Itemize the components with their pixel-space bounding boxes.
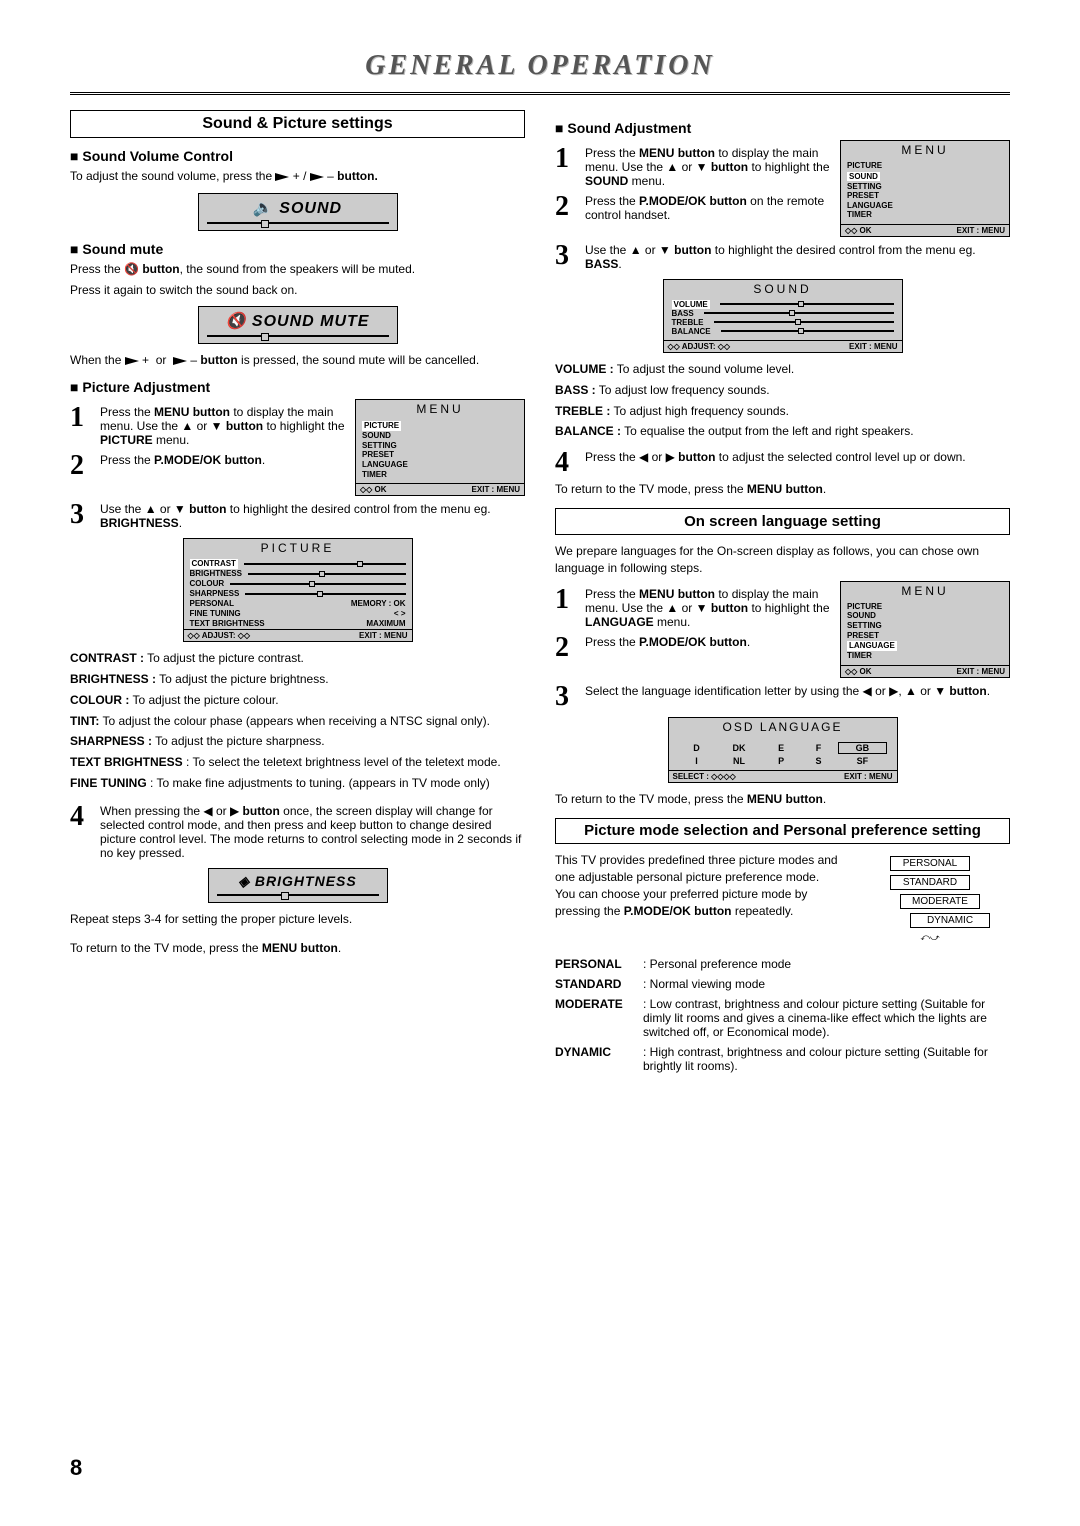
left-column: Sound & Picture settings Sound Volume Co…	[70, 110, 525, 1079]
text: To return to the TV mode, press the MENU…	[555, 791, 1010, 808]
step-number: 4	[70, 804, 92, 860]
brightness-osd: ◈ BRIGHTNESS	[208, 868, 388, 903]
picture-adj-subheader: Picture Adjustment	[70, 379, 525, 395]
sound-mute-subheader: Sound mute	[70, 241, 525, 257]
step-number: 3	[555, 243, 577, 271]
text: To adjust the sound volume, press the + …	[70, 168, 525, 185]
step-number: 2	[555, 635, 577, 660]
step-number: 4	[555, 450, 577, 475]
sound-mute-osd: 🔇 SOUND MUTE	[198, 306, 398, 344]
step-number: 2	[555, 194, 577, 222]
text: Press the MENU button to display the mai…	[585, 587, 830, 629]
menu-osd: MENU PICTURE SOUND SETTING PRESET LANGUA…	[355, 399, 525, 496]
text: Press the 🔇 button, the sound from the s…	[70, 261, 525, 278]
section-sound-picture: Sound & Picture settings	[70, 110, 525, 138]
text: To return to the TV mode, press the MENU…	[70, 940, 525, 957]
wedge-icon	[125, 357, 139, 365]
section-picture-mode: Picture mode selection and Personal pref…	[555, 818, 1010, 845]
step-number: 3	[555, 684, 577, 709]
step-number: 1	[70, 405, 92, 447]
step-number: 1	[555, 587, 577, 629]
text: Select the language identification lette…	[585, 684, 1010, 709]
sound-volume-subheader: Sound Volume Control	[70, 148, 525, 164]
sound-osd-menu: SOUND VOLUME BASS TREBLE BALANCE ◇◇ ADJU…	[663, 279, 903, 353]
wedge-icon	[173, 357, 187, 365]
divider	[70, 92, 1010, 95]
text: To return to the TV mode, press the MENU…	[555, 481, 1010, 498]
text: Press the ◀ or ▶ button to adjust the se…	[585, 450, 1010, 475]
step-number: 3	[70, 502, 92, 530]
text: Press the P.MODE/OK button.	[585, 635, 830, 660]
page-title: GENERAL OPERATION	[70, 50, 1010, 82]
step-number: 1	[555, 146, 577, 188]
step-number: 2	[70, 453, 92, 478]
definition-list: CONTRAST : To adjust the picture contras…	[70, 650, 525, 792]
text: When the + or – button is pressed, the s…	[70, 352, 525, 369]
text: Use the ▲ or ▼ button to highlight the d…	[585, 243, 1010, 271]
text: Use the ▲ or ▼ button to highlight the d…	[100, 502, 525, 530]
text: Press it again to switch the sound back …	[70, 282, 525, 299]
menu-osd: MENU PICTURE SOUND SETTING PRESET LANGUA…	[840, 140, 1010, 237]
definition-list: VOLUME : To adjust the sound volume leve…	[555, 361, 1010, 440]
text: When pressing the ◀ or ▶ button once, th…	[100, 804, 525, 860]
right-column: Sound Adjustment 1 Press the MENU button…	[555, 110, 1010, 1079]
text: Press the MENU button to display the mai…	[100, 405, 345, 447]
text: We prepare languages for the On-screen d…	[555, 543, 1010, 577]
wedge-plus-icon	[275, 173, 289, 181]
text: Repeat steps 3-4 for setting the proper …	[70, 911, 525, 928]
picture-osd: PICTURE CONTRAST BRIGHTNESS COLOUR SHARP…	[183, 538, 413, 642]
sound-adj-subheader: Sound Adjustment	[555, 120, 1010, 136]
page-number: 8	[70, 1455, 82, 1481]
menu-osd: MENU PICTURE SOUND SETTING PRESET LANGUA…	[840, 581, 1010, 678]
text: Press the P.MODE/OK button.	[100, 453, 345, 478]
sound-osd: 🔈 SOUND	[198, 193, 398, 231]
osd-language-menu: OSD LANGUAGE DDKEFGB INLPSSF SELECT : ◇◇…	[668, 717, 898, 783]
text: Press the MENU button to display the mai…	[585, 146, 830, 188]
section-language: On screen language setting	[555, 508, 1010, 535]
wedge-minus-icon	[310, 173, 324, 181]
text: Press the P.MODE/OK button on the remote…	[585, 194, 830, 222]
mode-cycle-diagram: PERSONAL STANDARD MODERATE DYNAMIC ⤺⤻	[850, 852, 1010, 943]
